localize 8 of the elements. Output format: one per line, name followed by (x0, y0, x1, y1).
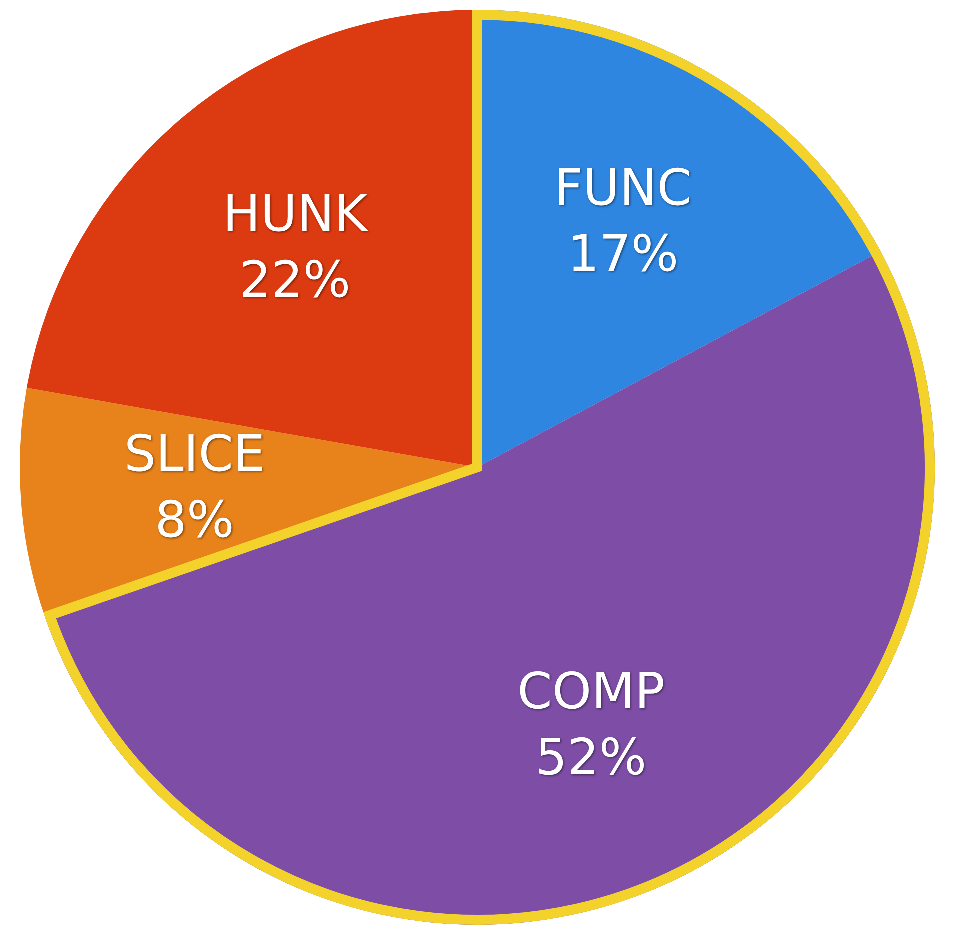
slice-label: HUNK (222, 185, 369, 244)
slice-label: COMP (517, 662, 666, 720)
slice-label: SLICE (124, 424, 266, 483)
data-label: 17% (568, 225, 679, 284)
data-label: 8% (155, 490, 234, 549)
data-label: 52% (536, 728, 647, 786)
data-label: 22% (240, 251, 351, 310)
slice-label: FUNC (554, 159, 692, 218)
